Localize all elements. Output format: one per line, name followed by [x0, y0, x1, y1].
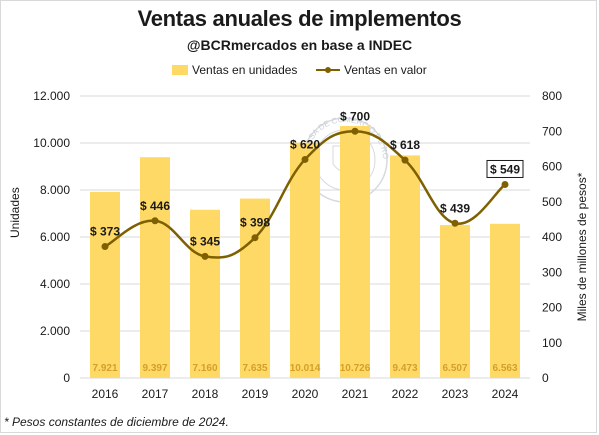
- bar-data-label: 9.397: [142, 363, 167, 374]
- bar: [490, 223, 520, 378]
- bar: [390, 155, 420, 378]
- line-data-label: $ 373: [90, 225, 120, 239]
- x-tick-label: 2016: [92, 387, 119, 401]
- bar-data-label: 10.014: [290, 363, 321, 374]
- footnote: * Pesos constantes de diciembre de 2024.: [4, 415, 229, 429]
- y-tick-left: 0: [63, 371, 70, 385]
- chart-title: Ventas anuales de implementos: [137, 6, 462, 31]
- bar-data-label: 6.563: [492, 363, 517, 374]
- bar: [290, 142, 320, 378]
- x-tick-label: 2023: [442, 387, 469, 401]
- legend-label-bar: Ventas en unidades: [192, 63, 297, 77]
- y-axis-left-label: Unidades: [8, 187, 22, 238]
- line-marker: [151, 217, 159, 225]
- line-marker: [201, 252, 209, 260]
- legend-label-line: Ventas en valor: [344, 63, 427, 77]
- line-data-label: $ 620: [290, 137, 320, 151]
- y-axis-right-label: Miles de millones de pesos*: [575, 172, 589, 321]
- y-tick-right: 100: [542, 336, 562, 350]
- bar: [240, 198, 270, 378]
- line-marker: [351, 127, 359, 135]
- chart-subtitle: @BCRmercados en base a INDEC: [186, 37, 413, 53]
- x-tick-label: 2022: [392, 387, 419, 401]
- y-tick-right: 300: [542, 265, 562, 279]
- bar-data-label: 7.635: [242, 363, 267, 374]
- x-tick-label: 2018: [192, 387, 219, 401]
- bar: [90, 191, 120, 378]
- line-marker: [251, 234, 259, 242]
- bar: [440, 225, 470, 378]
- x-tick-label: 2017: [142, 387, 169, 401]
- y-tick-right: 700: [542, 124, 562, 138]
- x-tick-label: 2024: [492, 387, 519, 401]
- y-tick-right: 200: [542, 301, 562, 315]
- line-data-label: $ 398: [240, 216, 270, 230]
- line-data-label: $ 439: [440, 201, 470, 215]
- bar-data-label: 7.160: [192, 363, 217, 374]
- legend-swatch-bar: [172, 65, 188, 75]
- bar: [340, 125, 370, 379]
- bar: [190, 209, 220, 378]
- bar-data-label: 7.921: [92, 363, 117, 374]
- line-data-label: $ 549: [490, 162, 520, 176]
- x-tick-label: 2021: [342, 387, 369, 401]
- line-data-label: $ 446: [140, 199, 170, 213]
- line-marker: [501, 180, 509, 188]
- line-data-label: $ 345: [190, 234, 220, 248]
- line-data-label: $ 700: [340, 109, 370, 123]
- y-tick-right: 0: [542, 371, 549, 385]
- y-tick-right: 500: [542, 195, 562, 209]
- line-marker: [401, 156, 409, 164]
- line-marker: [101, 243, 109, 251]
- bar-data-label: 6.507: [442, 363, 467, 374]
- y-tick-left: 2.000: [40, 324, 70, 338]
- x-tick-label: 2020: [292, 387, 319, 401]
- y-tick-left: 12.000: [33, 89, 70, 103]
- y-tick-left: 8.000: [40, 183, 70, 197]
- y-tick-right: 600: [542, 160, 562, 174]
- x-tick-label: 2019: [242, 387, 269, 401]
- y-tick-right: 800: [542, 89, 562, 103]
- bar-data-label: 9.473: [392, 363, 417, 374]
- line-marker: [451, 219, 459, 227]
- y-tick-right: 400: [542, 230, 562, 244]
- highlight-box: [486, 159, 524, 178]
- line-marker: [301, 155, 309, 163]
- legend-swatch-marker: [325, 67, 331, 73]
- y-tick-left: 10.000: [33, 136, 70, 150]
- bar: [140, 157, 170, 378]
- y-tick-left: 4.000: [40, 277, 70, 291]
- bar-data-label: 10.726: [340, 363, 371, 374]
- line-data-label: $ 618: [390, 138, 420, 152]
- y-tick-left: 6.000: [40, 230, 70, 244]
